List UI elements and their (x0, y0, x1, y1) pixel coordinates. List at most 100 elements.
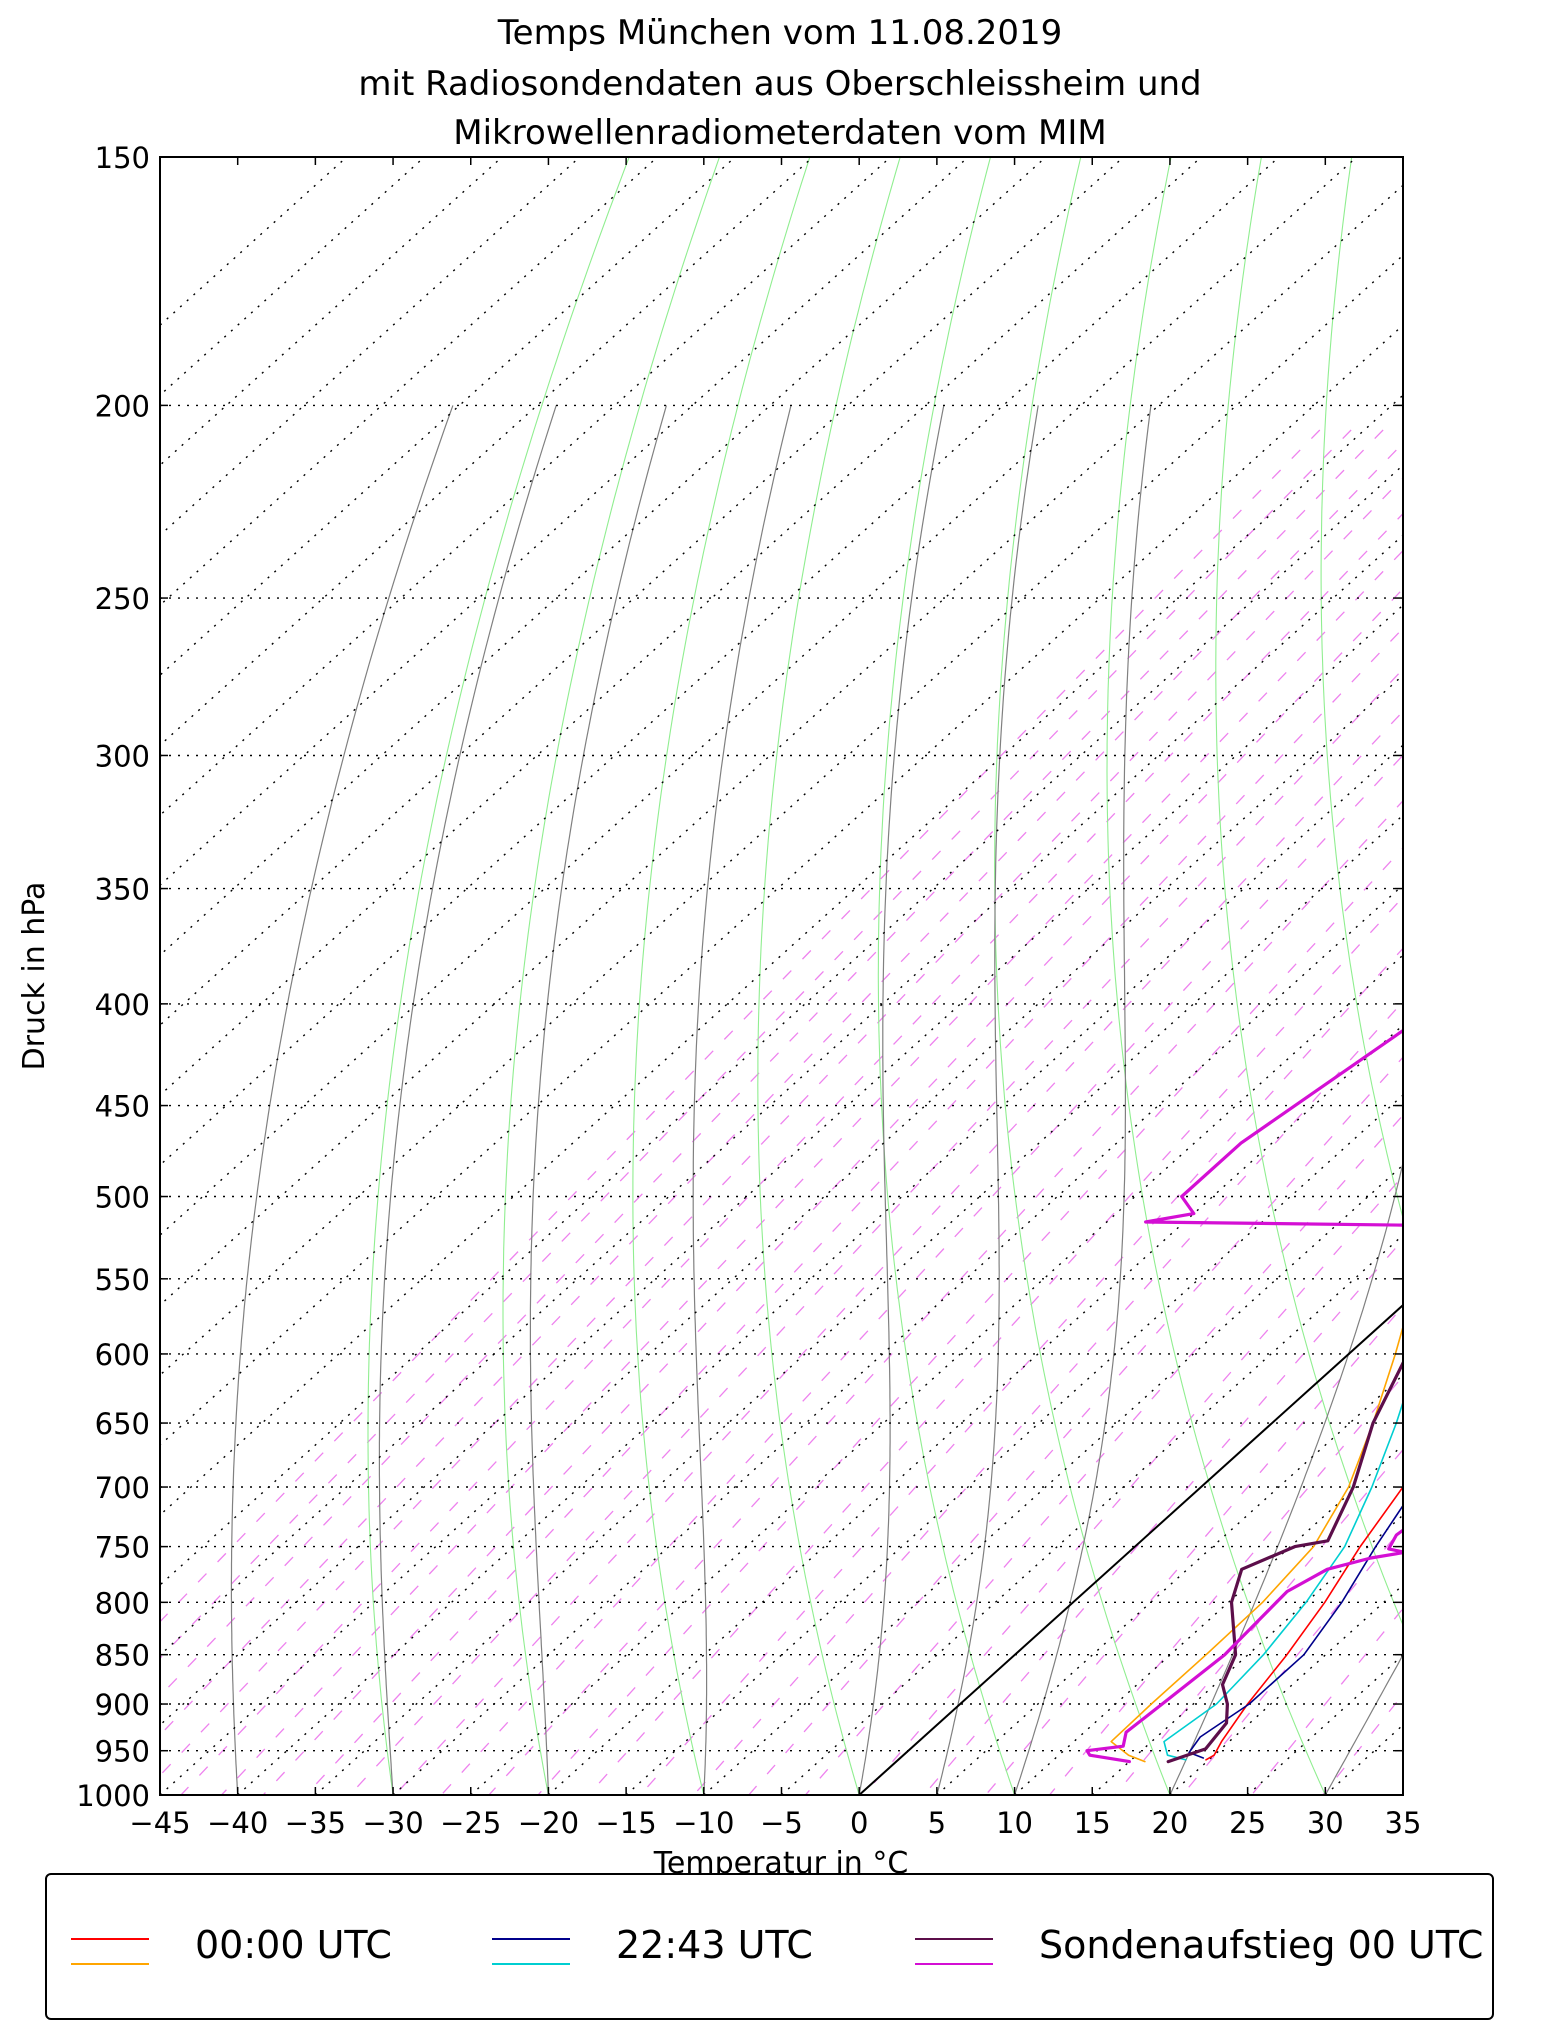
dry-adiabat-line (877, 157, 1016, 1795)
legend-line-dewpoint (915, 1963, 993, 1965)
series-line-temperature (1188, 1504, 1403, 1759)
isotherm-line (237, 744, 1403, 1795)
dry-adiabat-line (1215, 157, 1403, 1627)
x-tick-label: 15 (1074, 1806, 1111, 1840)
isotherm-line (160, 604, 1403, 1726)
moist-adiabat-line (529, 405, 667, 1795)
moist-adiabat-line (230, 405, 454, 1795)
dry-adiabat-line (994, 157, 1171, 1795)
y-tick-label: 700 (95, 1471, 150, 1505)
chart-title: Temps München vom 11.08.2019 (497, 13, 1063, 53)
isotherm-line (1014, 1444, 1403, 1795)
y-tick-label: 350 (95, 873, 150, 907)
mixing-ratio-line (804, 1114, 1403, 1795)
isotherm-line (160, 157, 348, 327)
y-tick-label: 250 (95, 582, 150, 616)
x-tick-label: −40 (207, 1806, 268, 1840)
isotherm-line (160, 157, 1358, 1237)
x-tick-label: 25 (1229, 1806, 1266, 1840)
dry-adiabat-line (757, 157, 901, 1795)
mixing-ratio-line (1181, 1526, 1403, 1795)
isotherm-line (160, 157, 1125, 1027)
x-tick-label: −20 (518, 1806, 579, 1840)
y-tick-label: 400 (95, 988, 150, 1022)
legend-label: 00:00 UTC (195, 1923, 392, 1967)
y-tick-label: 800 (95, 1586, 150, 1620)
mixing-ratio-line (349, 668, 1403, 1795)
axis-ticks: −45 −40 −35 −30 −25 −20 −15 −10 −5 0 5 10 15 20 25 30 35… (76, 141, 1421, 1840)
isotherm-line (1402, 1794, 1403, 1795)
isotherm-line (858, 1304, 1403, 1795)
isotherm-line (392, 884, 1403, 1795)
legend-line-dewpoint (492, 1963, 570, 1965)
isotherm-line (1481, 157, 1542, 1795)
x-tick-label: −15 (596, 1806, 657, 1840)
dry-adiabat-line (1320, 157, 1403, 1221)
y-tick-label: 750 (95, 1531, 150, 1565)
mixing-ratio-line (440, 754, 1403, 1795)
mixing-ratio-line (160, 429, 1321, 1623)
chart-subtitle-2: Mikrowellenradiometerdaten vom MIM (453, 113, 1106, 153)
x-tick-label: −5 (760, 1806, 803, 1840)
dry-adiabat-line (632, 157, 811, 1795)
y-tick-label: 150 (95, 141, 150, 175)
series-line-dewpoint (1085, 1028, 1403, 1764)
series-line-temperature (1205, 1485, 1403, 1761)
chart-title-group: Temps München vom 11.08.2019 mit Radioso… (358, 13, 1201, 153)
y-tick-label: 650 (95, 1407, 150, 1441)
chart-subtitle-1: mit Radiosondendaten aus Oberschleisshei… (358, 64, 1201, 104)
legend-label: 22:43 UTC (616, 1923, 813, 1967)
mixing-ratio-line (160, 429, 1352, 1660)
x-tick-label: −35 (285, 1806, 346, 1840)
y-tick-label: 850 (95, 1639, 150, 1673)
isotherm-line (703, 1164, 1403, 1795)
mixing-ratio-line (1322, 1693, 1403, 1795)
y-tick-label: 950 (95, 1735, 150, 1769)
dry-adiabat-line (1423, 157, 1542, 1795)
x-tick-label: 20 (1151, 1806, 1188, 1840)
mixing-ratio-line (748, 1056, 1403, 1795)
mixing-ratio-line (1469, 430, 1542, 1795)
mixing-ratio-line (160, 429, 1384, 1697)
y-tick-label: 1000 (76, 1779, 150, 1813)
mixing-ratio-line (221, 549, 1403, 1795)
y-tick-label: 550 (95, 1263, 150, 1297)
plot-area (160, 157, 1542, 1795)
mixing-ratio-line (693, 1000, 1403, 1795)
legend-line-temperature (492, 1938, 570, 1940)
mixing-ratio-line (394, 710, 1403, 1795)
y-tick-label: 200 (95, 389, 150, 423)
mixing-ratio-line (923, 1238, 1403, 1795)
mixing-ratio-line (160, 442, 1403, 1736)
legend-label: Sondenaufstieg 00 UTC (1039, 1923, 1484, 1967)
y-tick-label: 500 (95, 1181, 150, 1215)
x-tick-label: −45 (129, 1806, 190, 1840)
mixing-ratio-line (488, 799, 1403, 1795)
mixing-ratio-line (160, 476, 1403, 1777)
series-line-dewpoint (1163, 1399, 1403, 1761)
x-tick-label: 10 (996, 1806, 1033, 1840)
isotherm-line (160, 157, 425, 397)
legend: 00:00 UTC 22:43 UTC Sondenaufstieg 00 UT… (45, 1873, 1494, 2020)
legend-line-temperature (71, 1938, 149, 1940)
zero-isotherm-line (858, 1303, 1403, 1795)
mixing-ratio-line (305, 627, 1403, 1795)
mixing-ratio-line (1114, 1448, 1403, 1795)
y-axis-label: Druck in hPa (17, 882, 52, 1071)
x-tick-label: 30 (1307, 1806, 1344, 1840)
x-tick-label: 5 (928, 1806, 946, 1840)
dry-adiabat-line (367, 157, 630, 1795)
moist-adiabat-line (1014, 405, 1152, 1795)
x-tick-label: 0 (850, 1806, 868, 1840)
x-tick-label: −10 (673, 1806, 734, 1840)
x-tick-label: −30 (362, 1806, 423, 1840)
y-tick-label: 900 (95, 1688, 150, 1722)
mixing-ratio-line (1394, 1783, 1403, 1795)
legend-line-dewpoint (71, 1963, 149, 1965)
y-tick-label: 450 (95, 1090, 150, 1124)
series-line-dewpoint (1110, 1324, 1403, 1763)
dry-adiabat-line (1522, 157, 1542, 1795)
moist-adiabat-line (378, 405, 557, 1795)
series-line-temperature (1166, 1359, 1403, 1764)
